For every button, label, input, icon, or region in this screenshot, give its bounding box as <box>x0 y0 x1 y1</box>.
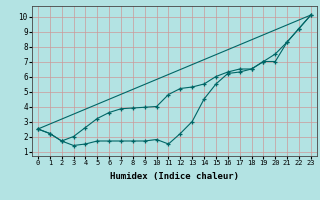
X-axis label: Humidex (Indice chaleur): Humidex (Indice chaleur) <box>110 172 239 181</box>
